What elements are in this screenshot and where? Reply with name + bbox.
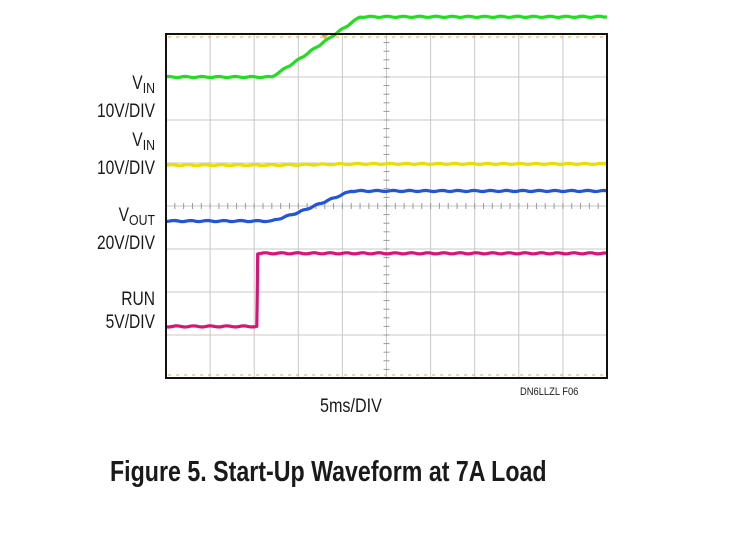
scope-frame <box>165 33 608 379</box>
channel-label-vin-2: VIN 10V/DIV <box>96 130 155 179</box>
time-division-label: 5ms/DIV <box>320 396 382 417</box>
trace-channel-4 <box>165 251 608 329</box>
channel-label-run: RUN 5V/DIV <box>105 289 155 333</box>
trace-channel-3 <box>165 188 608 224</box>
trigger-marker-icon <box>320 34 329 39</box>
scope-grid <box>166 34 607 378</box>
trace-channel-1 <box>165 14 608 80</box>
scope-traces <box>165 14 608 329</box>
figure-id-label: DN6LLZL F06 <box>520 386 579 398</box>
trace-channel-2 <box>165 161 608 168</box>
channel-label-vin-1: VIN 10V/DIV <box>96 73 155 122</box>
figure-caption: Figure 5. Start-Up Waveform at 7A Load <box>110 456 547 488</box>
channel-label-vout: VOUT 20V/DIV <box>96 205 155 254</box>
